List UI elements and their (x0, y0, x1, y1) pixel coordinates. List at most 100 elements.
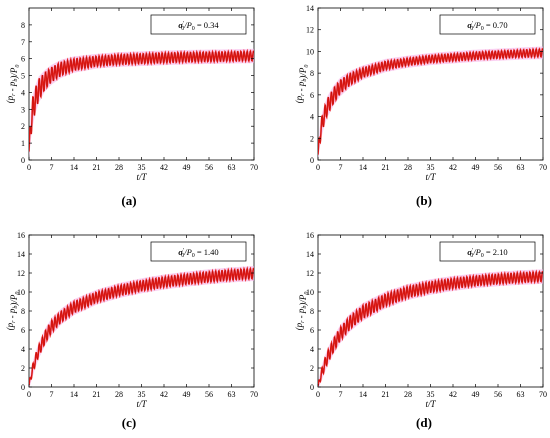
x-axis-label: t/T (136, 172, 147, 182)
chart-panel-3: 0 7 14 21 28 35 42 49 56 63 70 0 2 4 6 8 10 12 14 16 t/T (pr … (5, 231, 258, 430)
legend-text: σ′ 0/P0 = 0.34 (178, 20, 219, 32)
x-tick-label: 7 (339, 390, 343, 399)
legend-sub: 0 (470, 26, 473, 32)
subscript: 0 (15, 65, 21, 68)
y-tick-label: 4 (310, 345, 314, 354)
x-tick-label: 28 (115, 163, 123, 172)
y-tick-label: 1 (21, 139, 25, 148)
y-tick-label: 8 (21, 307, 25, 316)
x-tick-label: 42 (160, 163, 168, 172)
x-tick-label: 56 (494, 390, 502, 399)
y-tick-label: 2 (21, 364, 25, 373)
y-tick-label: 12 (306, 26, 314, 35)
y-tick-label: 12 (17, 269, 25, 278)
x-tick-label: 49 (472, 163, 480, 172)
subscript: r (11, 93, 17, 96)
y-tick-label: 6 (21, 55, 25, 64)
x-tick-label: 42 (160, 390, 168, 399)
y-tick-label: 7 (21, 38, 25, 47)
series-halo (29, 48, 254, 159)
x-tick-label: 14 (359, 390, 367, 399)
data-series (29, 265, 254, 387)
subscript: b (13, 79, 19, 82)
subscript: 0 (304, 292, 310, 295)
legend-text: σ′ 0/P0 = 2.10 (467, 247, 507, 259)
legend-slash: /P (472, 247, 481, 257)
legend-sub: 0 (181, 26, 184, 32)
label-part: - p (296, 308, 306, 320)
x-tick-label: 56 (205, 163, 213, 172)
legend-sub: 0 (470, 253, 473, 259)
x-tick-label: 7 (339, 163, 343, 172)
series-line-edge (318, 271, 543, 387)
y-tick-label: 2 (310, 364, 314, 373)
legend-box (150, 14, 247, 35)
y-axis-label: (pr - pb)/P0 (5, 292, 21, 331)
legend-sigma: σ (467, 20, 472, 30)
x-tick-label: 63 (517, 390, 525, 399)
y-tick-label: 4 (310, 113, 314, 122)
x-tick-label: 35 (427, 390, 435, 399)
x-tick-label: 70 (539, 390, 547, 399)
y-tick-label: 4 (21, 345, 25, 354)
x-tick-label: 21 (382, 390, 390, 399)
y-tick-label: 4 (21, 88, 25, 97)
label-part: - p (7, 81, 17, 93)
label-part: (p (5, 95, 15, 103)
y-axis-label: (pr - pb)/P0 (5, 65, 21, 104)
legend-prime: ′ (472, 21, 474, 27)
y-tick-label: 2 (310, 134, 314, 143)
x-tick-label: 49 (183, 163, 191, 172)
legend-text: σ′ 0/P0 = 0.70 (467, 20, 507, 32)
series-line-edge (29, 50, 254, 152)
legend-sigma: σ (467, 247, 472, 257)
y-tick-label: 0 (310, 156, 314, 165)
x-tick-label: 28 (404, 163, 412, 172)
legend-box (150, 241, 247, 262)
data-series (318, 46, 543, 160)
legend-box (439, 241, 536, 262)
x-axis-label: t/T (136, 399, 147, 409)
subscript: 0 (15, 292, 21, 295)
legend-sigma: σ (178, 20, 183, 30)
x-tick-label: 0 (27, 390, 31, 399)
y-tick-label: 5 (21, 72, 25, 81)
legend-value: = 2.10 (484, 247, 508, 257)
legend-sigma: σ (178, 247, 183, 257)
x-tick-label: 21 (93, 390, 101, 399)
subscript: r (11, 320, 17, 323)
y-tick-label: 10 (17, 288, 25, 297)
subscript: r (300, 93, 306, 96)
chart-panel-4: 0 7 14 21 28 35 42 49 56 63 70 0 2 4 6 8 10 12 14 16 t/T (pr … (294, 231, 547, 430)
x-tick-label: 14 (70, 163, 78, 172)
y-tick-label: 6 (310, 91, 314, 100)
x-tick-label: 7 (50, 390, 54, 399)
label-part: )/P (298, 67, 308, 79)
subscript: b (302, 79, 308, 82)
chart-panel-2: 0 7 14 21 28 35 42 49 56 63 70 0 2 4 6 8 10 12 14 t/T (pr - … (294, 4, 547, 208)
label-part: - p (296, 81, 306, 93)
x-tick-label: 63 (228, 163, 236, 172)
x-tick-label: 42 (449, 390, 457, 399)
subscript: b (13, 306, 19, 309)
legend-sub: 0 (481, 26, 484, 32)
x-tick-label: 28 (115, 390, 123, 399)
x-tick-label: 42 (449, 163, 457, 172)
x-tick-label: 70 (250, 390, 258, 399)
y-tick-label: 0 (21, 383, 25, 392)
x-axis-label: t/T (425, 172, 436, 182)
x-tick-label: 21 (382, 163, 390, 172)
y-tick-label: 0 (21, 156, 25, 165)
series-line-edge (318, 48, 543, 155)
series-line-edge (29, 268, 254, 386)
panel-label: (a) (121, 193, 136, 208)
panel-label: (c) (122, 415, 136, 430)
y-tick-label: 12 (306, 269, 314, 278)
x-axis-label: t/T (425, 399, 436, 409)
y-tick-label: 6 (21, 326, 25, 335)
legend-value: = 1.40 (195, 247, 219, 257)
y-tick-label: 16 (306, 231, 314, 240)
y-tick-label: 10 (306, 47, 314, 56)
